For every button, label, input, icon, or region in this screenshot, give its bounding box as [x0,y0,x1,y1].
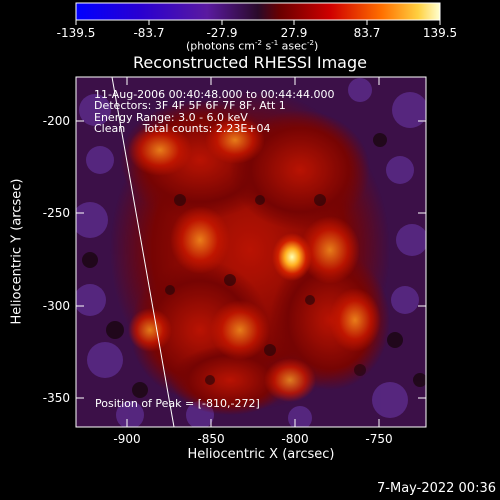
colorbar-tick-label: -27.9 [206,26,238,40]
colorbar-tick-label: 139.5 [422,26,458,40]
colorbar [75,2,441,21]
colorbar-ticks [75,20,441,25]
peak-source [272,233,312,281]
timestamp: 7-May-2022 00:36 [377,481,496,496]
rhessi-image [76,77,426,427]
plot-title: Reconstructed RHESSI Image [133,53,367,72]
x-axis-label: Heliocentric X (arcsec) [187,447,335,462]
y-axis-label: Heliocentric Y (arcsec) [9,178,25,325]
y-tick-label: -300 [42,299,70,313]
y-tick-label: -200 [42,114,70,128]
plot-frame [75,76,427,428]
unit-exponent: -2 [306,39,314,47]
y-tick-label: -250 [42,206,70,220]
unit-part: s [261,39,272,53]
info-energy-range: Energy Range: 3.0 - 6.0 keV [94,111,248,124]
unit-part: asec [278,39,307,53]
colorbar-tick-label: 27.9 [280,26,308,40]
y-tick-label: -350 [42,391,70,405]
x-tick-label: -800 [281,432,309,446]
x-axis-ticks [126,77,380,427]
colorbar-tick-label: -83.7 [133,26,165,40]
unit-exponent: -2 [254,39,262,47]
y-axis-ticks [76,120,426,399]
x-tick-label: -900 [113,432,141,446]
solar-limb-line [111,77,175,427]
info-detectors: Detectors: 3F 4F 5F 6F 7F 8F, Att 1 [94,99,286,112]
colorbar-unit-label: (photons cm-2 s-1 asec-2) [186,39,318,53]
x-tick-label: -850 [197,432,225,446]
unit-part: (photons cm [186,39,255,53]
info-method-counts: Clean Total counts: 2.23E+04 [94,122,271,135]
x-tick-label: -750 [365,432,393,446]
unit-part: ) [313,39,319,53]
colorbar-tick-label: -139.5 [56,26,96,40]
colorbar-tick-label: 83.7 [353,26,381,40]
info-time-range: 11-Aug-2006 00:40:48.000 to 00:44:44.000 [94,88,335,101]
peak-position-label: Position of Peak = [-810,-272] [95,397,260,410]
unit-exponent: -1 [271,39,279,47]
